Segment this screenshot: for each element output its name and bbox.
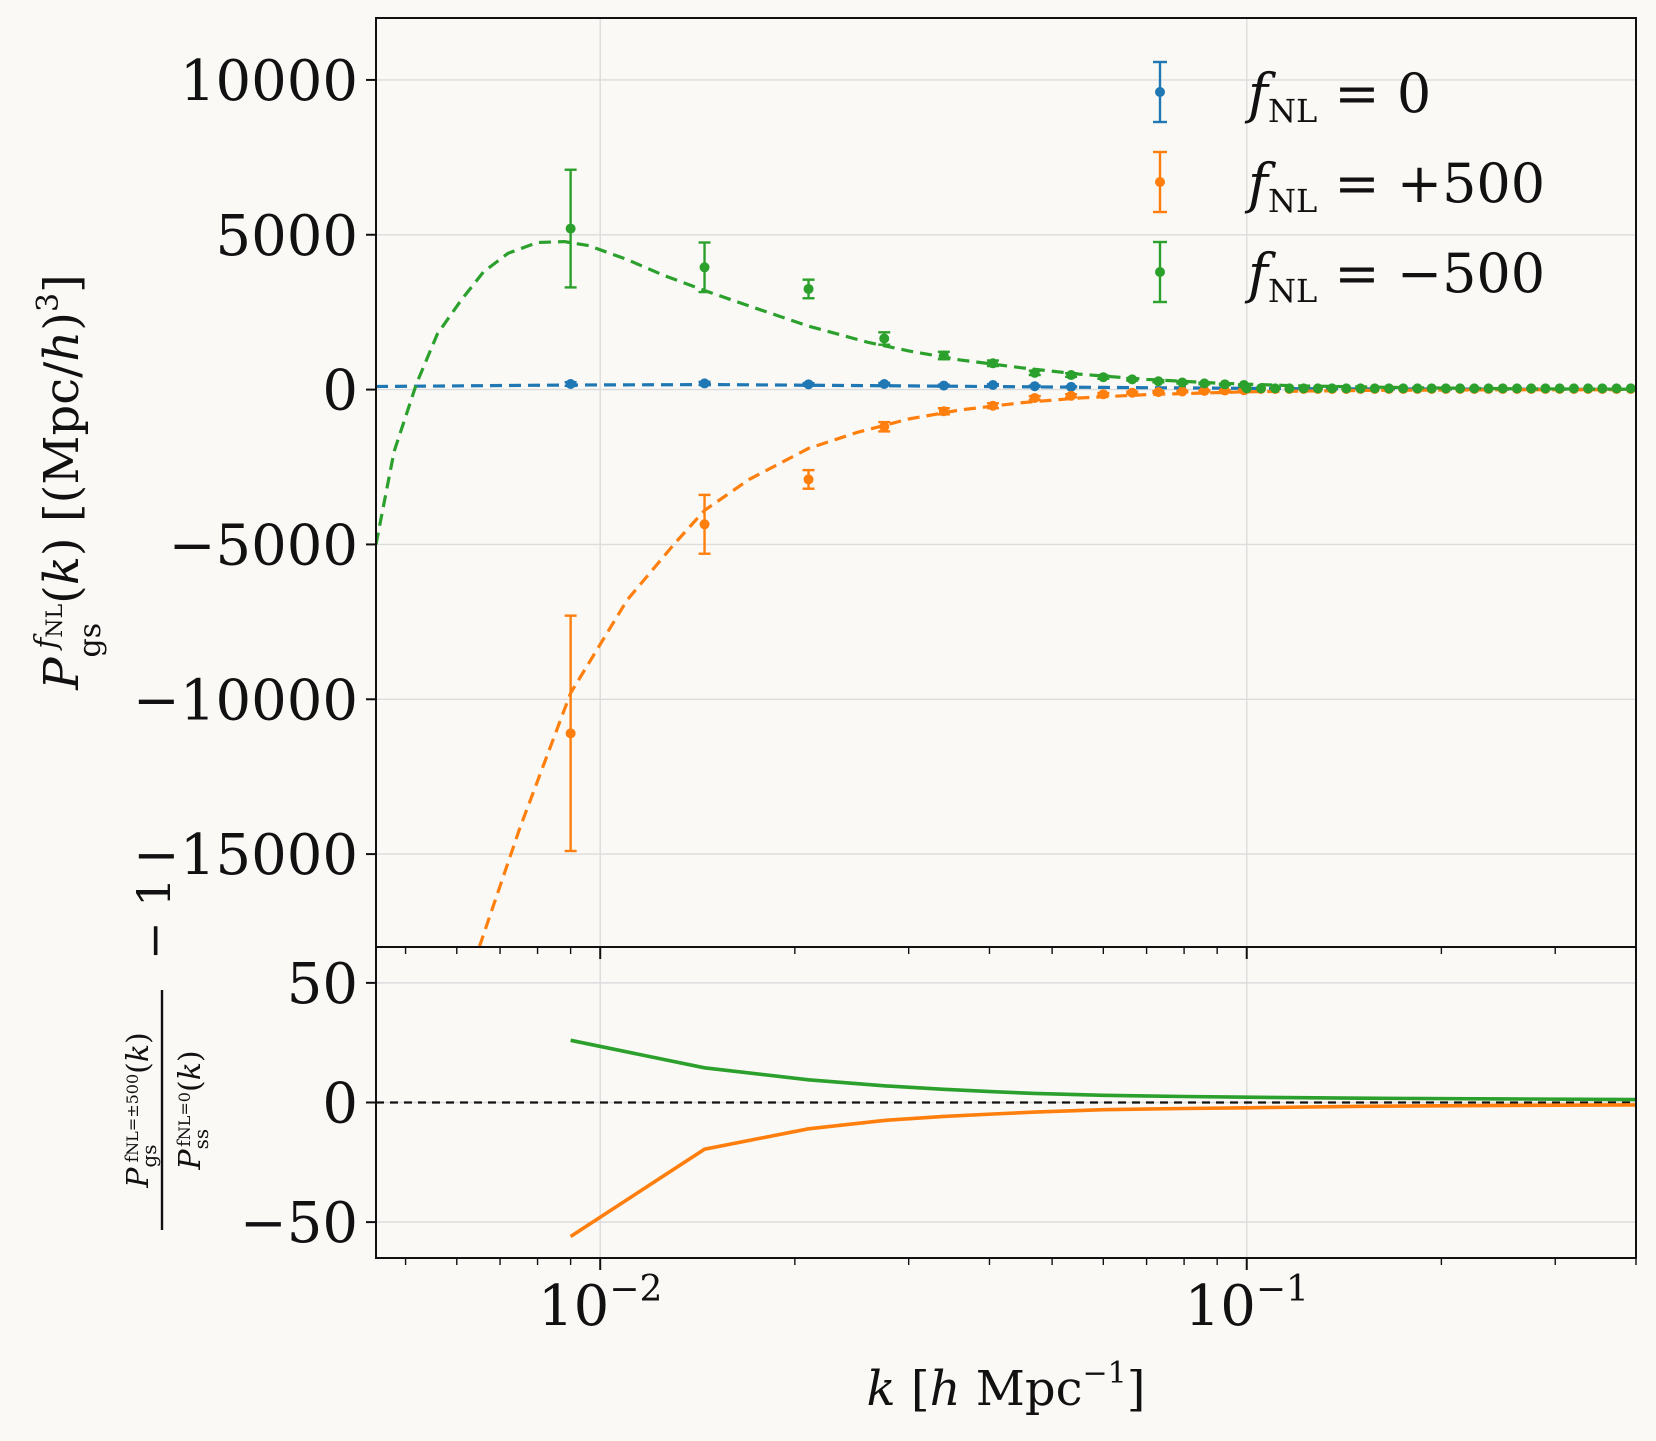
bottom-y-axis-label: PgsfNL=±500(k) PssfNL=0(k) − 1 — [121, 878, 213, 1230]
top-y-tick-label: 10000 — [180, 49, 358, 114]
legend-entry-label: fNL = 0 — [1244, 62, 1431, 130]
data-point-series-2 — [938, 350, 949, 361]
top-panel-plot-area — [376, 168, 1636, 947]
data-point-series-2 — [1369, 383, 1380, 394]
data-point-series-2 — [699, 262, 710, 273]
data-point-series-2 — [1483, 383, 1494, 394]
data-point-series-2 — [1312, 383, 1323, 394]
top-panel-axes: 10000 5000 0 −5000 −10000 −15000 — [133, 17, 1637, 959]
data-point-series-2 — [1355, 383, 1366, 394]
legend: fNL = 0 fNL = +500 fNL = −500 — [1153, 60, 1545, 310]
svg-text:PssfNL=0(k): PssfNL=0(k) — [173, 1050, 213, 1170]
x-tick-label: 10−1 — [1185, 1269, 1309, 1339]
data-point-series-2 — [1440, 383, 1451, 394]
data-point-series-2 — [1625, 383, 1636, 394]
data-point-series-2 — [565, 223, 576, 234]
data-point-series-1 — [1177, 386, 1188, 397]
top-y-tick-label: −5000 — [169, 513, 358, 578]
data-point-series-0 — [1029, 381, 1040, 392]
data-point-series-1 — [699, 519, 710, 530]
svg-text:PgsfNL(k) [(Mpc/h)3]: PgsfNL(k) [(Mpc/h)3] — [29, 274, 108, 691]
legend-marker-point — [1155, 87, 1165, 97]
data-point-series-1 — [879, 421, 890, 432]
data-point-series-2 — [1583, 383, 1594, 394]
data-point-series-2 — [1455, 383, 1466, 394]
data-point-series-2 — [1219, 379, 1230, 390]
data-point-series-2 — [1526, 383, 1537, 394]
data-point-series-0 — [565, 379, 576, 390]
data-point-series-2 — [1127, 374, 1138, 385]
top-panel-grid — [376, 18, 1636, 947]
legend-marker-point — [1155, 267, 1165, 277]
bottom-y-tick-label: −50 — [240, 1191, 358, 1256]
bottom-y-tick-label: 50 — [287, 952, 358, 1017]
data-point-series-1 — [565, 728, 576, 739]
data-point-series-2 — [1298, 383, 1309, 394]
data-point-series-2 — [803, 283, 814, 294]
data-point-series-2 — [1398, 383, 1409, 394]
data-point-series-1 — [938, 406, 949, 417]
data-point-series-1 — [1127, 387, 1138, 398]
data-point-series-1 — [1029, 392, 1040, 403]
top-y-tick-label: 5000 — [215, 204, 358, 269]
svg-text:PgsfNL=±500(k): PgsfNL=±500(k) — [121, 1032, 161, 1189]
x-axis-label: k [h Mpc−1] — [867, 1356, 1146, 1417]
data-point-series-2 — [1241, 383, 1252, 394]
data-point-series-2 — [1611, 383, 1622, 394]
data-point-series-2 — [879, 333, 890, 344]
data-point-series-0 — [938, 380, 949, 391]
data-point-series-2 — [1412, 383, 1423, 394]
legend-entry-label: fNL = −500 — [1244, 242, 1545, 310]
top-y-tick-label: −10000 — [133, 668, 358, 733]
top-y-axis-label: PgsfNL(k) [(Mpc/h)3] — [29, 274, 108, 691]
data-point-series-2 — [1597, 383, 1608, 394]
data-point-series-2 — [1029, 367, 1040, 378]
data-point-series-0 — [1066, 381, 1077, 392]
ratio-curve-series-1 — [569, 1103, 1636, 1239]
top-y-tick-label: 0 — [322, 359, 358, 424]
data-point-series-2 — [1554, 383, 1565, 394]
data-point-series-2 — [1426, 383, 1437, 394]
data-point-series-2 — [1098, 372, 1109, 383]
data-point-series-2 — [987, 358, 998, 369]
data-point-series-2 — [1341, 383, 1352, 394]
svg-text:− 1: − 1 — [127, 878, 181, 960]
data-point-series-0 — [879, 379, 890, 390]
data-point-series-2 — [1568, 383, 1579, 394]
data-point-series-1 — [1098, 389, 1109, 400]
data-point-series-1 — [803, 474, 814, 485]
data-point-series-2 — [1270, 383, 1281, 394]
data-point-series-0 — [987, 379, 998, 390]
data-point-series-2 — [1255, 383, 1266, 394]
data-point-series-1 — [987, 400, 998, 411]
legend-marker-point — [1155, 177, 1165, 187]
data-point-series-2 — [1540, 383, 1551, 394]
ratio-curve-series-0 — [570, 1038, 1636, 1102]
data-point-series-2 — [1153, 376, 1164, 387]
data-point-series-1 — [1153, 387, 1164, 398]
legend-entry-label: fNL = +500 — [1244, 152, 1545, 220]
bottom-panel-plot-area — [376, 1038, 1636, 1239]
top-y-tick-label: −15000 — [133, 823, 358, 888]
data-point-series-2 — [1066, 370, 1077, 381]
data-point-series-2 — [1469, 383, 1480, 394]
data-point-series-0 — [803, 379, 814, 390]
bottom-panel-axes: 50 0 −50 10−2 10−1 — [240, 946, 1637, 1339]
data-point-series-2 — [1177, 377, 1188, 388]
data-point-series-0 — [699, 378, 710, 389]
data-point-series-2 — [1327, 383, 1338, 394]
data-point-series-1 — [1066, 390, 1077, 401]
data-point-series-2 — [1284, 383, 1295, 394]
bottom-y-tick-label: 0 — [322, 1072, 358, 1137]
data-point-series-2 — [1383, 383, 1394, 394]
data-point-series-2 — [1497, 383, 1508, 394]
data-point-series-1 — [1199, 385, 1210, 396]
x-tick-label: 10−2 — [538, 1269, 662, 1339]
model-curve-series-1 — [477, 388, 1636, 947]
data-point-series-2 — [1199, 378, 1210, 389]
data-point-series-2 — [1511, 383, 1522, 394]
